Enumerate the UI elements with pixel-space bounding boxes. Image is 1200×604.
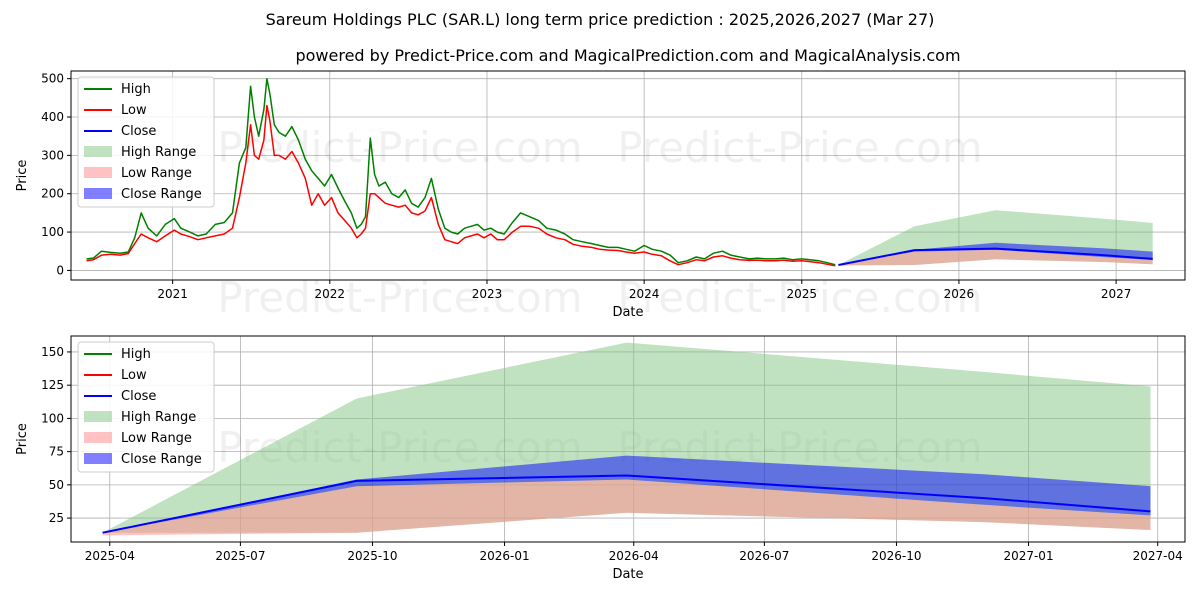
legend-label: Close Range xyxy=(121,187,202,202)
high-series-line xyxy=(86,77,836,266)
y-tick-label: 100 xyxy=(41,225,64,239)
x-tick-label: 2023 xyxy=(472,287,503,301)
watermark-text: Predict-Price.com xyxy=(617,123,982,172)
x-tick-label: 2025-07 xyxy=(215,549,265,563)
legend-swatch xyxy=(84,432,112,443)
legend-label: Low xyxy=(121,368,147,383)
watermark-text: Predict-Price.com xyxy=(617,273,982,322)
y-axis-label: Price xyxy=(15,423,30,455)
chart-subtitle: powered by Predict-Price.com and Magical… xyxy=(295,46,960,65)
x-tick-label: 2025 xyxy=(786,287,817,301)
x-tick-label: 2022 xyxy=(315,287,346,301)
legend-label: Close Range xyxy=(121,452,202,467)
low-series-line xyxy=(86,104,836,267)
legend-swatch xyxy=(84,146,112,157)
x-tick-label: 2025-10 xyxy=(347,549,397,563)
x-axis-label: Date xyxy=(612,305,643,320)
close-series-line xyxy=(838,247,1153,266)
y-tick-label: 200 xyxy=(41,187,64,201)
y-axis-label: Price xyxy=(15,160,30,192)
legend-label: High Range xyxy=(121,410,196,425)
legend-label: Low Range xyxy=(121,431,192,446)
legend-label: High Range xyxy=(121,145,196,160)
y-tick-label: 100 xyxy=(41,411,64,425)
x-tick-label: 2026 xyxy=(944,287,975,301)
y-tick-label: 75 xyxy=(49,445,64,459)
y-tick-label: 300 xyxy=(41,148,64,162)
x-tick-label: 2027-04 xyxy=(1133,549,1183,563)
bottom-panel: Predict-Price.comPredict-Price.com2025-0… xyxy=(15,335,1186,582)
y-tick-label: 400 xyxy=(41,110,64,124)
low-range-band xyxy=(838,249,1153,266)
legend-label: Close xyxy=(121,124,156,139)
legend-label: High xyxy=(121,347,151,362)
close-series-line xyxy=(102,474,1151,534)
legend-swatch xyxy=(84,188,112,199)
x-axis-label: Date xyxy=(612,567,643,582)
x-tick-label: 2027-01 xyxy=(1003,549,1053,563)
y-tick-label: 0 xyxy=(56,263,64,277)
y-tick-label: 500 xyxy=(41,72,64,86)
x-tick-label: 2025-04 xyxy=(85,549,135,563)
top-panel: Predict-Price.com Predict-Price.com Predic… xyxy=(15,70,1186,322)
y-tick-label: 150 xyxy=(41,345,64,359)
y-tick-label: 50 xyxy=(49,478,64,492)
legend-label: Low xyxy=(121,103,147,118)
axes-frame xyxy=(70,70,1186,281)
legend-swatch xyxy=(84,453,112,464)
legend-swatch xyxy=(84,411,112,422)
chart-title: Sareum Holdings PLC (SAR.L) long term pr… xyxy=(266,10,935,29)
legend-label: Low Range xyxy=(121,166,192,181)
close-range-band xyxy=(838,242,1153,265)
watermark-text: Predict-Price.com xyxy=(217,273,582,322)
x-tick-label: 2021 xyxy=(157,287,188,301)
x-tick-label: 2027 xyxy=(1101,287,1132,301)
legend-label: High xyxy=(121,82,151,97)
legend-label: Close xyxy=(121,389,156,404)
x-tick-label: 2026-10 xyxy=(871,549,921,563)
x-tick-label: 2026-01 xyxy=(479,549,529,563)
low-range-band xyxy=(102,479,1151,536)
close-range-band xyxy=(102,455,1151,533)
x-tick-label: 2026-04 xyxy=(609,549,659,563)
legend-swatch xyxy=(84,167,112,178)
axes-frame xyxy=(70,335,1186,543)
x-tick-label: 2024 xyxy=(629,287,660,301)
watermark-text: Predict-Price.com xyxy=(217,123,582,172)
x-tick-label: 2026-07 xyxy=(739,549,789,563)
y-tick-label: 25 xyxy=(49,511,64,525)
y-tick-label: 125 xyxy=(41,378,64,392)
